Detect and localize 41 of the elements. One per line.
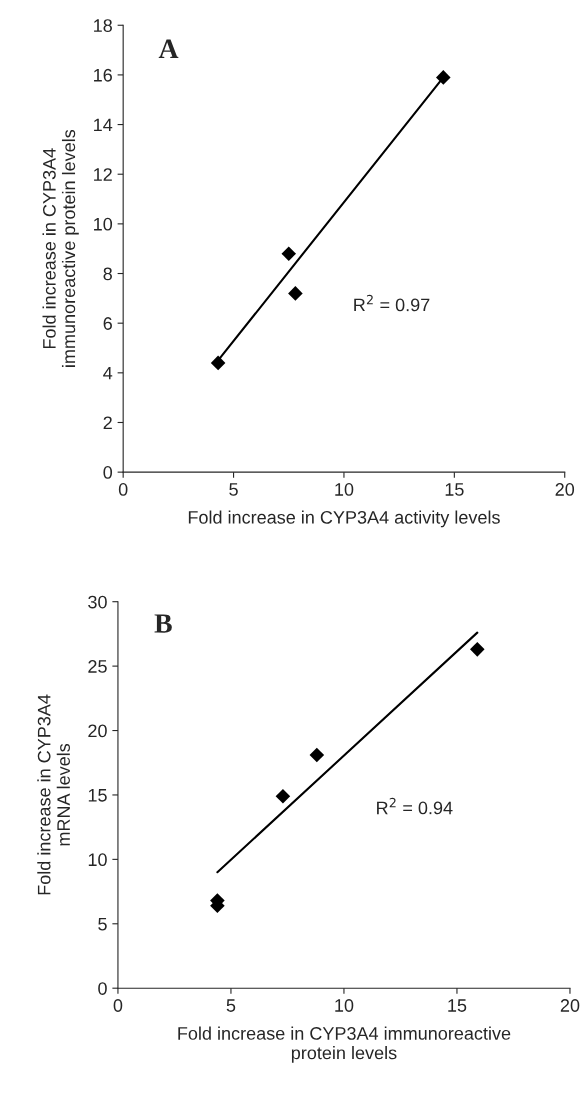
chart-title: A xyxy=(158,39,179,58)
y-tick-label: 8 xyxy=(103,267,112,281)
y-tick-label: 16 xyxy=(94,68,112,82)
annotation: R$^{2}$ = 0.94 xyxy=(377,797,453,815)
y-tick-label: 14 xyxy=(94,118,113,132)
y-tick-label: 18 xyxy=(94,19,112,32)
point xyxy=(288,286,303,301)
y-tick-label: 20 xyxy=(88,724,107,738)
chart-title: B xyxy=(154,614,172,633)
x-tick-label: 10 xyxy=(335,999,354,1012)
point xyxy=(281,246,297,261)
x-axis-title: Fold increase in CYP3A4 activity levels xyxy=(188,510,500,528)
y-tick-label: 2 xyxy=(103,416,112,430)
y-tick-label: 15 xyxy=(88,789,107,802)
y-tick-label: 10 xyxy=(94,217,113,231)
x-tick-label: 10 xyxy=(335,483,354,496)
y-tick-label: 6 xyxy=(103,317,112,330)
y-tick-label: 4 xyxy=(103,366,113,380)
y-tick-label: 30 xyxy=(88,595,107,609)
annotation: R$^{2}$ = 0.97 xyxy=(354,294,430,312)
x-axis-title: Fold increase in CYP3A4 immunoreactive protein levels xyxy=(178,1026,511,1063)
y-tick-label: 25 xyxy=(88,660,107,673)
y-tick-label: 10 xyxy=(88,853,107,867)
point xyxy=(275,788,291,804)
y-axis-title: Fold increase in CYP3A4 immunoreactive protein levels xyxy=(42,129,79,367)
x-tick-label: 5 xyxy=(226,999,236,1012)
x-tick-label: 0 xyxy=(113,999,123,1012)
point xyxy=(470,642,485,657)
y-tick-label: 0 xyxy=(98,982,107,995)
y-tick-label: 5 xyxy=(98,917,107,931)
x-tick-label: 20 xyxy=(560,999,580,1012)
point xyxy=(309,747,325,763)
x-tick-label: 0 xyxy=(118,483,128,496)
x-tick-label: 20 xyxy=(555,483,575,496)
x-tick-label: 15 xyxy=(448,999,467,1012)
y-axis-title: Fold increase in CYP3A4 mRNA levels xyxy=(37,694,70,895)
point xyxy=(210,355,226,371)
y-tick-label: 0 xyxy=(103,466,113,479)
x-tick-label: 5 xyxy=(229,483,238,496)
x-tick-label: 15 xyxy=(445,483,464,496)
y-tick-label: 12 xyxy=(94,168,112,181)
